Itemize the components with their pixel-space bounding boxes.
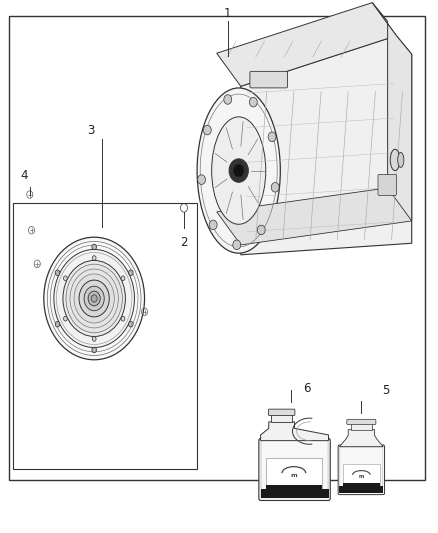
Text: 4: 4 <box>20 169 28 182</box>
Circle shape <box>271 182 279 192</box>
Circle shape <box>128 270 133 276</box>
Circle shape <box>63 261 125 336</box>
FancyBboxPatch shape <box>250 71 287 88</box>
Circle shape <box>93 349 95 351</box>
Circle shape <box>249 98 257 107</box>
Circle shape <box>66 264 122 333</box>
Circle shape <box>224 95 232 104</box>
Bar <box>266 485 321 491</box>
Circle shape <box>268 132 276 142</box>
Polygon shape <box>241 36 412 255</box>
Circle shape <box>130 323 132 326</box>
Ellipse shape <box>197 88 280 253</box>
Circle shape <box>88 291 100 306</box>
Bar <box>351 423 372 430</box>
Text: 1: 1 <box>224 7 232 20</box>
FancyBboxPatch shape <box>338 445 385 495</box>
Text: m: m <box>290 473 297 479</box>
Polygon shape <box>217 3 396 86</box>
Ellipse shape <box>212 117 266 224</box>
Polygon shape <box>261 422 328 440</box>
Circle shape <box>233 240 241 249</box>
Text: 6: 6 <box>303 383 311 395</box>
Polygon shape <box>339 430 383 447</box>
Circle shape <box>91 295 97 302</box>
Circle shape <box>92 256 96 260</box>
Circle shape <box>57 271 59 274</box>
Circle shape <box>229 159 248 182</box>
Circle shape <box>57 323 59 326</box>
Circle shape <box>84 286 104 311</box>
Polygon shape <box>372 3 412 221</box>
Circle shape <box>198 175 205 184</box>
FancyBboxPatch shape <box>347 419 376 424</box>
Circle shape <box>130 271 132 274</box>
Circle shape <box>93 246 95 248</box>
Circle shape <box>74 274 114 323</box>
Circle shape <box>79 280 110 317</box>
Circle shape <box>54 249 134 348</box>
Ellipse shape <box>390 149 400 171</box>
Bar <box>13 203 197 469</box>
Text: 5: 5 <box>382 384 389 397</box>
Polygon shape <box>217 188 412 245</box>
Bar <box>266 458 321 491</box>
Ellipse shape <box>398 152 404 167</box>
Bar <box>343 482 380 487</box>
Text: m: m <box>359 474 364 479</box>
Bar <box>271 415 292 422</box>
FancyBboxPatch shape <box>378 175 396 196</box>
Bar <box>261 489 328 498</box>
Bar <box>343 464 380 487</box>
Circle shape <box>55 321 60 327</box>
Circle shape <box>233 164 244 177</box>
Bar <box>9 16 425 480</box>
Circle shape <box>121 317 125 321</box>
Circle shape <box>257 225 265 235</box>
Text: 2: 2 <box>180 236 188 248</box>
Circle shape <box>128 321 133 327</box>
Circle shape <box>92 337 96 341</box>
Circle shape <box>92 244 96 250</box>
Circle shape <box>44 237 145 360</box>
Circle shape <box>203 125 211 135</box>
FancyBboxPatch shape <box>268 409 295 416</box>
Bar <box>339 486 383 493</box>
Text: 3: 3 <box>87 124 94 137</box>
Circle shape <box>64 276 67 280</box>
FancyBboxPatch shape <box>259 438 330 500</box>
Circle shape <box>121 276 125 280</box>
Circle shape <box>64 317 67 321</box>
Circle shape <box>209 220 217 230</box>
Circle shape <box>92 347 96 353</box>
Circle shape <box>55 270 60 276</box>
